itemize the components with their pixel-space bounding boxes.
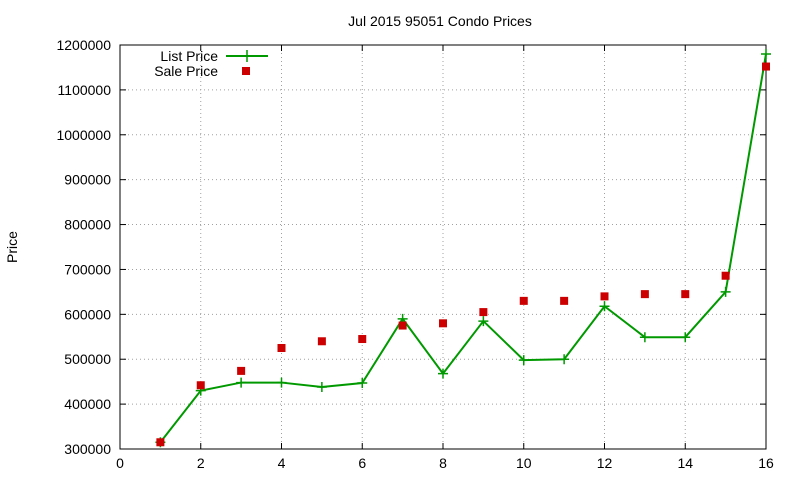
- list-price-point: [639, 332, 650, 343]
- legend-label-sale-price: Sale Price: [154, 63, 218, 79]
- x-tick-label: 4: [278, 455, 286, 471]
- sale-price-point: [762, 62, 770, 71]
- y-axis-label: Price: [4, 231, 20, 263]
- x-tick-label: 12: [597, 455, 613, 471]
- legend-label-list-price: List Price: [160, 48, 218, 64]
- sale-price-point: [519, 296, 528, 305]
- list-price-point: [761, 48, 771, 59]
- list-price-point: [438, 368, 448, 379]
- y-tick-label: 700000: [64, 261, 111, 277]
- list-price-point: [478, 316, 489, 327]
- x-tick-label: 14: [677, 455, 693, 471]
- sale-price-point: [237, 366, 246, 375]
- list-price-point: [276, 377, 287, 388]
- sale-price-point: [640, 290, 649, 299]
- x-tick-label: 8: [439, 455, 447, 471]
- series-line-list-price: [159, 53, 767, 443]
- y-tick-label: 400000: [64, 396, 111, 412]
- y-tick-label: 300000: [64, 441, 111, 457]
- list-price-point: [680, 332, 691, 343]
- list-price-point: [559, 354, 570, 365]
- list-price-point: [316, 382, 327, 393]
- list-price-point: [236, 377, 247, 388]
- sale-price-point: [398, 321, 407, 330]
- sale-price-point: [479, 308, 488, 317]
- y-tick-label: 1100000: [58, 82, 112, 98]
- sale-price-point: [317, 337, 326, 346]
- list-price-point: [518, 355, 529, 366]
- sale-price-point: [358, 335, 367, 344]
- sale-price-point: [439, 319, 447, 328]
- sale-price-point: [681, 290, 690, 299]
- list-price-point: [720, 286, 731, 297]
- series-layer: [155, 48, 771, 448]
- y-tick-label: 1000000: [56, 127, 111, 143]
- list-price-point: [599, 301, 610, 312]
- axes: 0 2 4 6 8 10 12 14 16 300000 400000 500000 600000 700…: [56, 37, 774, 471]
- x-tick-label: 2: [197, 455, 205, 471]
- x-tick-label: 0: [116, 455, 124, 471]
- legend-marker-sale-price: [242, 67, 250, 75]
- sale-price-point: [156, 438, 165, 447]
- sale-price-point: [600, 292, 609, 301]
- y-tick-label: 900000: [64, 172, 111, 188]
- sale-price-point: [196, 381, 205, 390]
- chart-title: Jul 2015 95051 Condo Prices: [348, 13, 532, 29]
- list-price-point: [357, 378, 368, 389]
- sale-price-point: [277, 344, 286, 352]
- y-tick-label: 800000: [64, 217, 111, 233]
- sale-price-point: [560, 296, 569, 305]
- y-tick-label: 500000: [64, 351, 111, 367]
- x-tick-label: 16: [758, 455, 774, 471]
- legend-marker-list-price: [241, 50, 253, 62]
- x-tick-label: 6: [358, 455, 366, 471]
- y-tick-label: 600000: [64, 306, 111, 322]
- y-tick-label: 1200000: [56, 37, 111, 53]
- legend: List Price Sale Price: [154, 48, 268, 79]
- sale-price-point: [721, 271, 730, 280]
- x-tick-label: 10: [516, 455, 532, 471]
